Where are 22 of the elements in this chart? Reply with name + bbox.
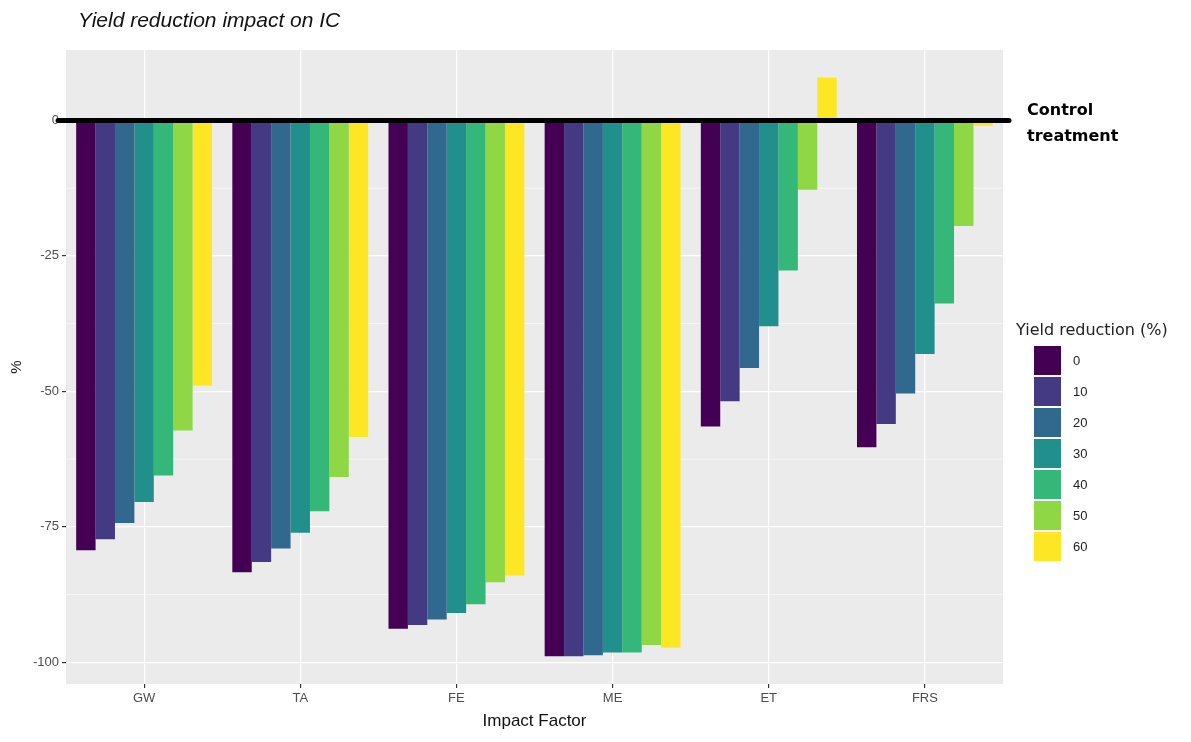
legend-label: 0	[1073, 353, 1081, 368]
x-tick-label: ET	[760, 690, 778, 706]
y-tick-label: -75	[40, 518, 60, 534]
ref-line-label: Control treatment	[1027, 99, 1119, 145]
x-tick-label: FRS	[911, 690, 939, 706]
chart-title: Yield reduction impact on IC	[78, 8, 341, 32]
y-axis-title: %	[7, 360, 25, 374]
legend-label: 40	[1073, 477, 1088, 492]
x-tick-label: GW	[132, 690, 157, 706]
x-axis-title: Impact Factor	[482, 711, 587, 731]
legend-label: 30	[1073, 446, 1088, 461]
legend-title: Yield reduction (%)	[1016, 320, 1168, 339]
legend-label: 20	[1073, 415, 1088, 430]
legend-label: 60	[1073, 539, 1088, 554]
y-tick-label: -25	[40, 247, 60, 263]
legend-label: 10	[1073, 384, 1088, 399]
x-tick-label: TA	[292, 690, 309, 706]
x-tick-label: ME	[602, 690, 623, 706]
x-tick-label: FE	[448, 690, 466, 706]
legend-label: 50	[1073, 508, 1088, 523]
y-tick-label: -100	[32, 653, 60, 669]
y-tick-label: -50	[40, 382, 60, 398]
